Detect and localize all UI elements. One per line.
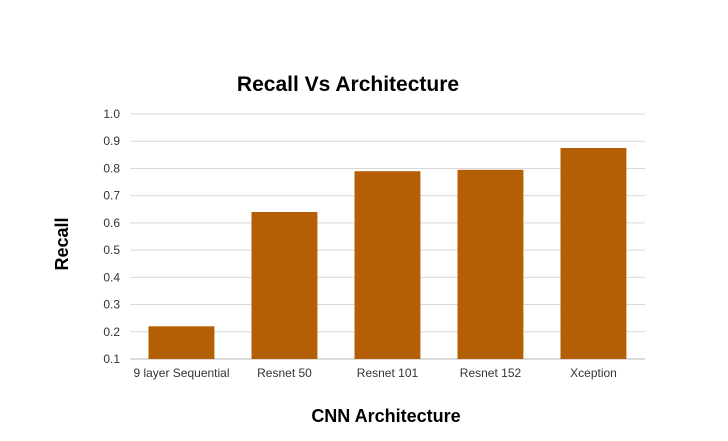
y-tick-label: 0.7 (103, 189, 120, 203)
y-tick-label: 0.1 (103, 352, 120, 366)
y-tick-label: 1.0 (103, 107, 120, 121)
y-tick-label: 0.3 (103, 298, 120, 312)
y-axis-ticks: 0.1 0.2 0.3 0.4 0.5 0.6 0.7 0.8 0.9 1.0 (103, 107, 120, 366)
chart-title: Recall Vs Architecture (237, 73, 459, 96)
bar (354, 171, 421, 359)
x-tick-label: Resnet 50 (257, 366, 312, 380)
y-tick-label: 0.8 (103, 161, 120, 175)
x-tick-label: Xception (570, 366, 617, 380)
x-tick-label: Resnet 152 (460, 366, 522, 380)
y-tick-label: 0.6 (103, 216, 120, 230)
y-tick-label: 0.2 (103, 325, 120, 339)
x-axis-title: CNN Architecture (311, 406, 460, 426)
bar (560, 148, 627, 359)
y-tick-label: 0.5 (103, 243, 120, 257)
x-tick-label: Resnet 101 (357, 366, 419, 380)
y-tick-label: 0.9 (103, 134, 120, 148)
y-tick-label: 0.4 (103, 270, 120, 284)
y-axis-title: Recall (52, 217, 72, 270)
bar (251, 212, 318, 359)
bar (148, 326, 215, 359)
bars (148, 148, 627, 359)
x-axis-ticks: 9 layer Sequential Resnet 50 Resnet 101 Res… (133, 366, 616, 380)
x-tick-label: 9 layer Sequential (133, 366, 229, 380)
bar (457, 169, 524, 359)
